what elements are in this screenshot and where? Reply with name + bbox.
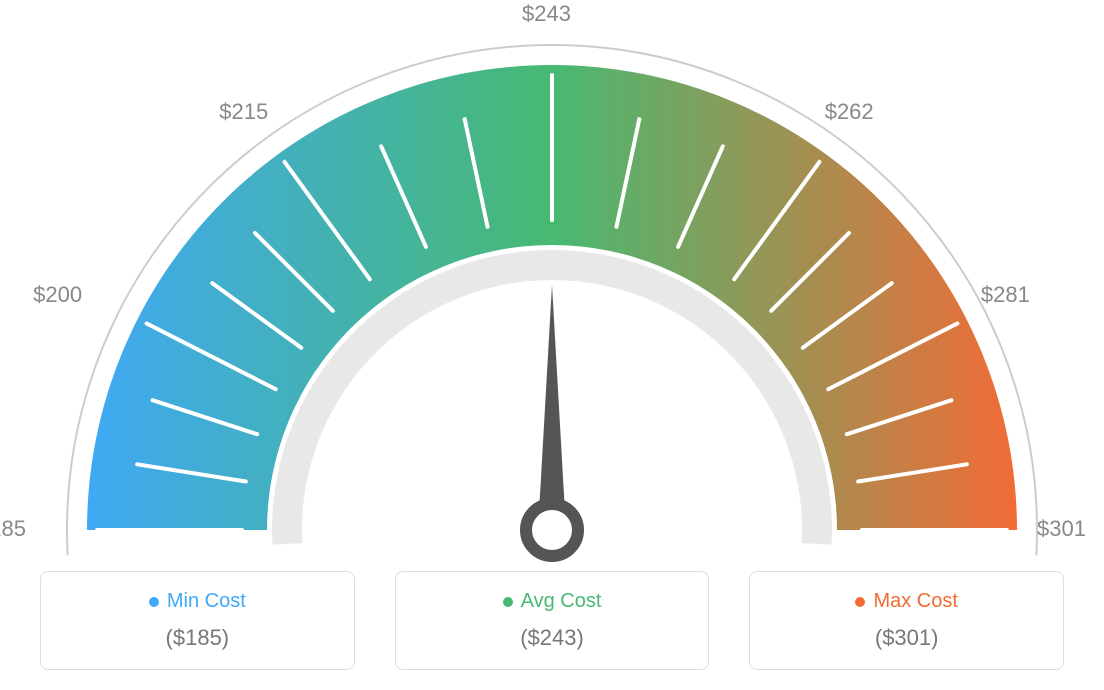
legend-row: Min Cost ($185) Avg Cost ($243) Max Cost… [0,571,1104,670]
legend-title-max: Max Cost [855,590,957,613]
legend-title-min: Min Cost [149,590,246,613]
legend-card-max: Max Cost ($301) [749,571,1064,670]
tick-label: $301 [1037,516,1086,542]
legend-title-text: Min Cost [167,590,246,613]
legend-card-avg: Avg Cost ($243) [395,571,710,670]
dot-icon [855,597,865,607]
tick-label: $262 [825,99,874,125]
legend-title-avg: Avg Cost [503,590,602,613]
chart-container: $185 $200 $215 $243 $262 $281 $301 Min Cost ($… [0,0,1104,690]
tick-label: $215 [219,99,268,125]
gauge: $185$200$215$243$262$281$301 [22,10,1082,570]
tick-label: $200 [33,282,82,308]
tick-label: $281 [981,282,1030,308]
gauge-svg [22,10,1082,570]
dot-icon [503,597,513,607]
dot-icon [149,597,159,607]
legend-title-text: Avg Cost [521,590,602,613]
tick-label: $185 [0,516,26,542]
legend-card-min: Min Cost ($185) [40,571,355,670]
legend-value-avg: ($243) [416,625,689,651]
tick-label: $243 [522,1,571,27]
legend-value-max: ($301) [770,625,1043,651]
legend-title-text: Max Cost [873,590,957,613]
legend-value-min: ($185) [61,625,334,651]
